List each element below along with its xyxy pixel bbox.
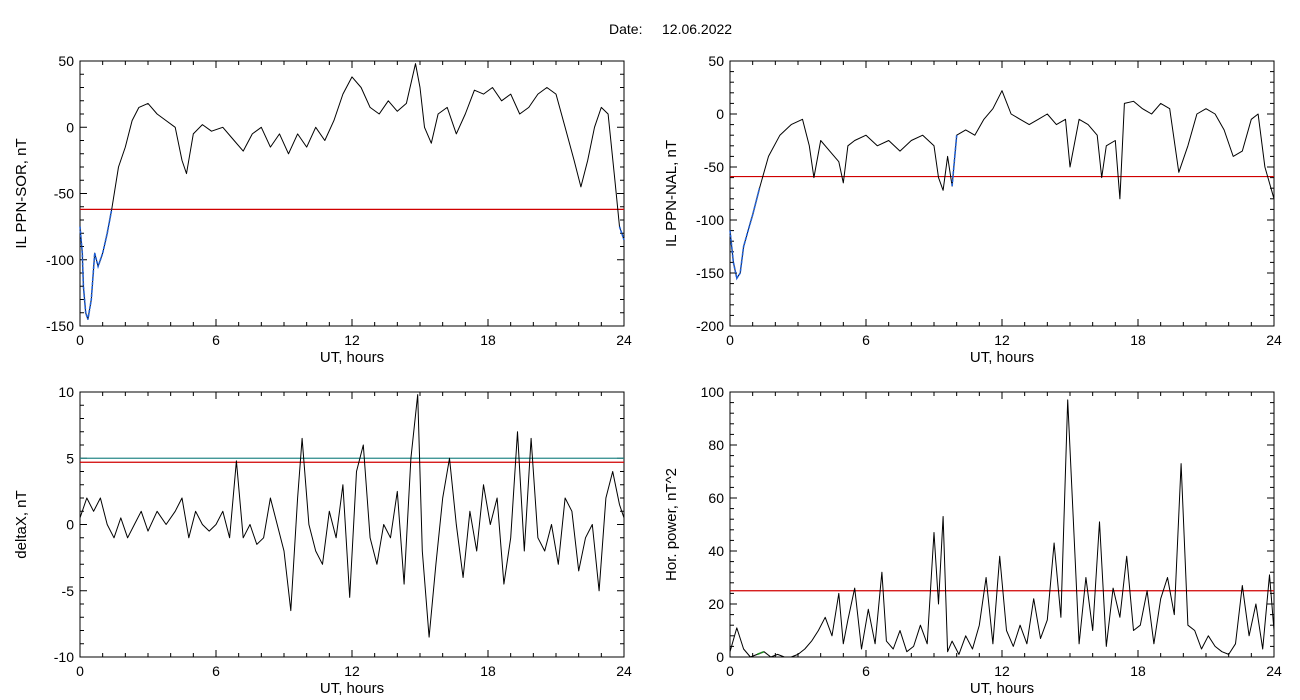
y-axis-label: IL PPN-SOR, nT	[13, 138, 30, 248]
y-tick-label: 50	[58, 53, 74, 69]
y-tick-label: -50	[54, 186, 74, 202]
x-axis-label: UT, hours	[320, 349, 384, 366]
x-tick-label: 12	[344, 332, 360, 348]
x-tick-label: 12	[344, 663, 360, 679]
y-tick-label: 50	[708, 53, 724, 69]
y-tick-label: 20	[708, 596, 724, 612]
x-tick-label: 18	[1130, 332, 1146, 348]
y-tick-label: -100	[46, 252, 74, 268]
panel-top-right: 0 6 12 18 24 -200 -150 -100 -50 0 50 UT, hours IL PP…	[663, 53, 1282, 366]
y-tick-label: 0	[66, 119, 74, 135]
date-label: Date:	[609, 21, 642, 37]
y-tick-label: 40	[708, 543, 724, 559]
panel-top-left: 0 6 12 18 24 -150 -100 -50 0 50 UT, hours IL PPN-SO…	[13, 53, 632, 366]
y-tick-label: -5	[62, 583, 75, 599]
date-value: 12.06.2022	[662, 21, 732, 37]
series-line	[79, 394, 625, 638]
y-axis-label: deltaX, nT	[13, 490, 30, 558]
y-tick-label: 0	[66, 517, 74, 533]
y-tick-label: 10	[58, 384, 74, 400]
highlight-segment	[756, 650, 765, 656]
y-tick-label: 60	[708, 490, 724, 506]
x-tick-label: 6	[212, 663, 220, 679]
y-tick-label: -200	[696, 318, 724, 334]
x-tick-label: 0	[726, 663, 734, 679]
x-tick-label: 24	[1266, 332, 1282, 348]
x-tick-label: 18	[480, 332, 496, 348]
y-tick-label: -100	[696, 212, 724, 228]
y-tick-label: -10	[54, 649, 74, 665]
y-axis-label: IL PPN-NAL, nT	[663, 140, 680, 247]
x-tick-label: 24	[616, 663, 632, 679]
x-tick-label: 24	[1266, 663, 1282, 679]
y-tick-label: -50	[704, 159, 724, 175]
y-tick-label: 0	[716, 649, 724, 665]
x-tick-label: 6	[862, 332, 870, 348]
series-line	[79, 63, 625, 320]
y-tick-label: 0	[716, 106, 724, 122]
y-tick-label: 100	[701, 384, 725, 400]
x-tick-label: 12	[994, 332, 1010, 348]
x-tick-label: 0	[726, 332, 734, 348]
x-tick-label: 6	[862, 663, 870, 679]
panel-bottom-right: 0 6 12 18 24 0 20 40 60 80 100 UT, hours Hor. power,…	[663, 384, 1282, 697]
x-tick-label: 24	[616, 332, 632, 348]
highlight-segment	[729, 188, 761, 281]
x-tick-label: 18	[1130, 663, 1146, 679]
x-axis-label: UT, hours	[320, 680, 384, 697]
y-tick-label: 80	[708, 437, 724, 453]
x-axis-label: UT, hours	[970, 680, 1034, 697]
series-line	[729, 399, 1275, 658]
y-tick-label: -150	[696, 265, 724, 281]
y-axis-label: Hor. power, nT^2	[663, 468, 680, 581]
panel-bottom-left: 0 6 12 18 24 -10 -5 0 5 10 UT, hours deltaX, nT	[13, 384, 632, 697]
x-tick-label: 0	[76, 332, 84, 348]
x-tick-label: 0	[76, 663, 84, 679]
series-line	[729, 90, 1275, 279]
x-tick-label: 6	[212, 332, 220, 348]
highlight-segment	[951, 135, 958, 187]
x-tick-label: 12	[994, 663, 1010, 679]
highlight-segment	[79, 209, 113, 320]
x-axis-label: UT, hours	[970, 349, 1034, 366]
y-tick-label: -150	[46, 318, 74, 334]
x-tick-label: 18	[480, 663, 496, 679]
highlight-segment	[618, 226, 625, 241]
y-tick-label: 5	[66, 450, 74, 466]
